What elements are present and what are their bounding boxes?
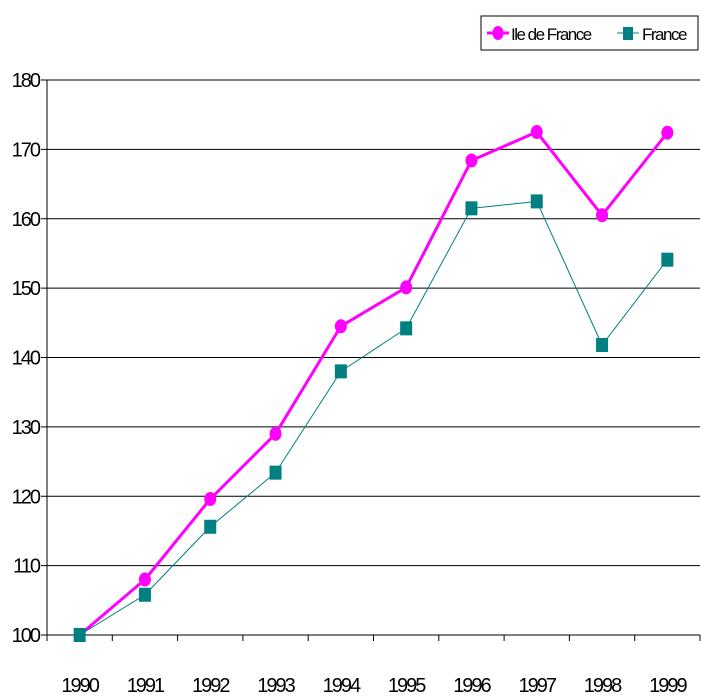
data-point — [400, 321, 413, 336]
data-point — [530, 194, 543, 209]
series-line — [78, 130, 669, 637]
data-point — [661, 125, 674, 140]
x-tick-label: 1996 — [453, 675, 491, 697]
x-tick-label: 1990 — [61, 675, 99, 697]
legend: Ile de France France — [480, 15, 699, 51]
data-point — [138, 572, 151, 587]
data-point — [334, 364, 347, 379]
legend-box — [480, 15, 699, 51]
y-tick-label: 180 — [12, 70, 41, 92]
y-tick-label: 170 — [12, 139, 41, 161]
y-tick-label: 110 — [13, 556, 41, 578]
data-point — [204, 519, 217, 534]
data-point — [465, 153, 478, 168]
legend-label-ile-de-france: Ile de France — [511, 25, 592, 44]
series-ile-de-france — [73, 125, 674, 642]
x-tick-label: 1997 — [519, 675, 557, 697]
data-point — [204, 492, 217, 507]
data-point — [661, 252, 674, 267]
data-point — [530, 125, 543, 140]
y-tick-label: 120 — [12, 486, 41, 508]
y-tick-label: 150 — [12, 278, 41, 300]
x-tick-label: 1995 — [388, 675, 426, 697]
data-point — [73, 628, 86, 642]
legend-marker-france — [623, 27, 633, 40]
data-point — [400, 280, 413, 295]
data-point — [269, 426, 282, 441]
x-tick-label: 1994 — [323, 675, 361, 697]
x-tick-label: 1993 — [257, 675, 295, 697]
data-point — [334, 319, 347, 334]
y-axis: 100 110 120 130 140 150 160 170 180 — [12, 70, 48, 647]
x-tick-label: 1992 — [192, 675, 230, 697]
x-tick-label: 1991 — [127, 675, 165, 697]
data-point — [596, 208, 609, 223]
y-tick-label: 100 — [12, 625, 41, 647]
legend-label-france: France — [642, 25, 687, 44]
legend-marker-ile-de-france — [492, 26, 504, 40]
data-point — [138, 587, 151, 602]
data-point — [596, 338, 609, 353]
y-tick-label: 140 — [12, 348, 41, 370]
y-tick-label: 160 — [12, 209, 41, 231]
x-tick-label: 1999 — [649, 675, 687, 697]
y-tick-label: 130 — [12, 417, 41, 439]
x-axis: 1990 1991 1992 1993 1994 1995 1996 1997 1998 1999 — [46, 634, 701, 697]
data-point — [269, 465, 282, 480]
y-grid — [47, 79, 700, 636]
series-line — [79, 200, 668, 636]
series-france — [73, 194, 674, 642]
x-tick-label: 1998 — [584, 675, 622, 697]
data-point — [465, 201, 478, 216]
